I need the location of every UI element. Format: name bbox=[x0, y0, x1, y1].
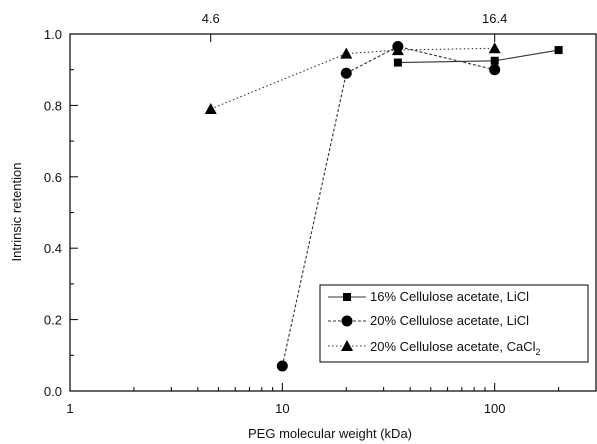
series-1-point bbox=[393, 58, 402, 67]
y-tick-label: 0.0 bbox=[44, 384, 62, 399]
y-tick-label: 1.0 bbox=[44, 27, 62, 42]
top-axis-tick-label: 4.6 bbox=[202, 11, 220, 26]
x-tick-label: 100 bbox=[484, 401, 506, 416]
series-3-point bbox=[204, 102, 217, 114]
legend-swatch-marker-2 bbox=[341, 315, 353, 327]
legend-label-1: 16% Cellulose acetate, LiCl bbox=[370, 289, 529, 304]
y-tick-label: 0.2 bbox=[44, 313, 62, 328]
legend-items bbox=[328, 293, 366, 351]
series-2-point bbox=[489, 64, 501, 76]
top-axis-tick-label: 16.4 bbox=[482, 11, 507, 26]
legend-swatch-marker-1 bbox=[343, 293, 351, 301]
series-2-point bbox=[340, 67, 352, 79]
series-2-line bbox=[281, 45, 495, 367]
series-2-point bbox=[276, 360, 288, 372]
x-axis-title: PEG molecular weight (kDa) bbox=[248, 426, 412, 441]
legend-swatch-marker-3 bbox=[341, 340, 353, 351]
y-tick-label: 0.4 bbox=[44, 241, 62, 256]
legend-label-3-subscript: 2 bbox=[535, 347, 540, 357]
y-tick-label: 0.6 bbox=[44, 170, 62, 185]
series-3-line bbox=[210, 47, 495, 110]
series-3-point bbox=[488, 42, 501, 54]
x-tick-label: 10 bbox=[275, 401, 289, 416]
x-tick-label: 1 bbox=[66, 401, 73, 416]
legend: 16% Cellulose acetate, LiCl 20% Cellulos… bbox=[319, 284, 589, 363]
legend-label-2: 20% Cellulose acetate, LiCl bbox=[370, 313, 529, 328]
series-1-point bbox=[490, 56, 499, 65]
legend-label-3: 20% Cellulose acetate, CaCl2 bbox=[370, 339, 541, 357]
series-1-point bbox=[554, 46, 563, 55]
series-markers bbox=[204, 40, 563, 372]
legend-box bbox=[319, 284, 589, 363]
y-axis-title: Intrinsic retention bbox=[9, 163, 24, 262]
series-3-point bbox=[391, 44, 404, 56]
legend-label-3-main: 20% Cellulose acetate, CaCl bbox=[370, 339, 536, 354]
ticks-layer: 1 10 100 0.0 0.2 0.4 0.6 0.8 1.0 4.6 16.4 bbox=[44, 11, 597, 416]
y-tick-label: 0.8 bbox=[44, 98, 62, 113]
series-3-point bbox=[340, 47, 353, 59]
